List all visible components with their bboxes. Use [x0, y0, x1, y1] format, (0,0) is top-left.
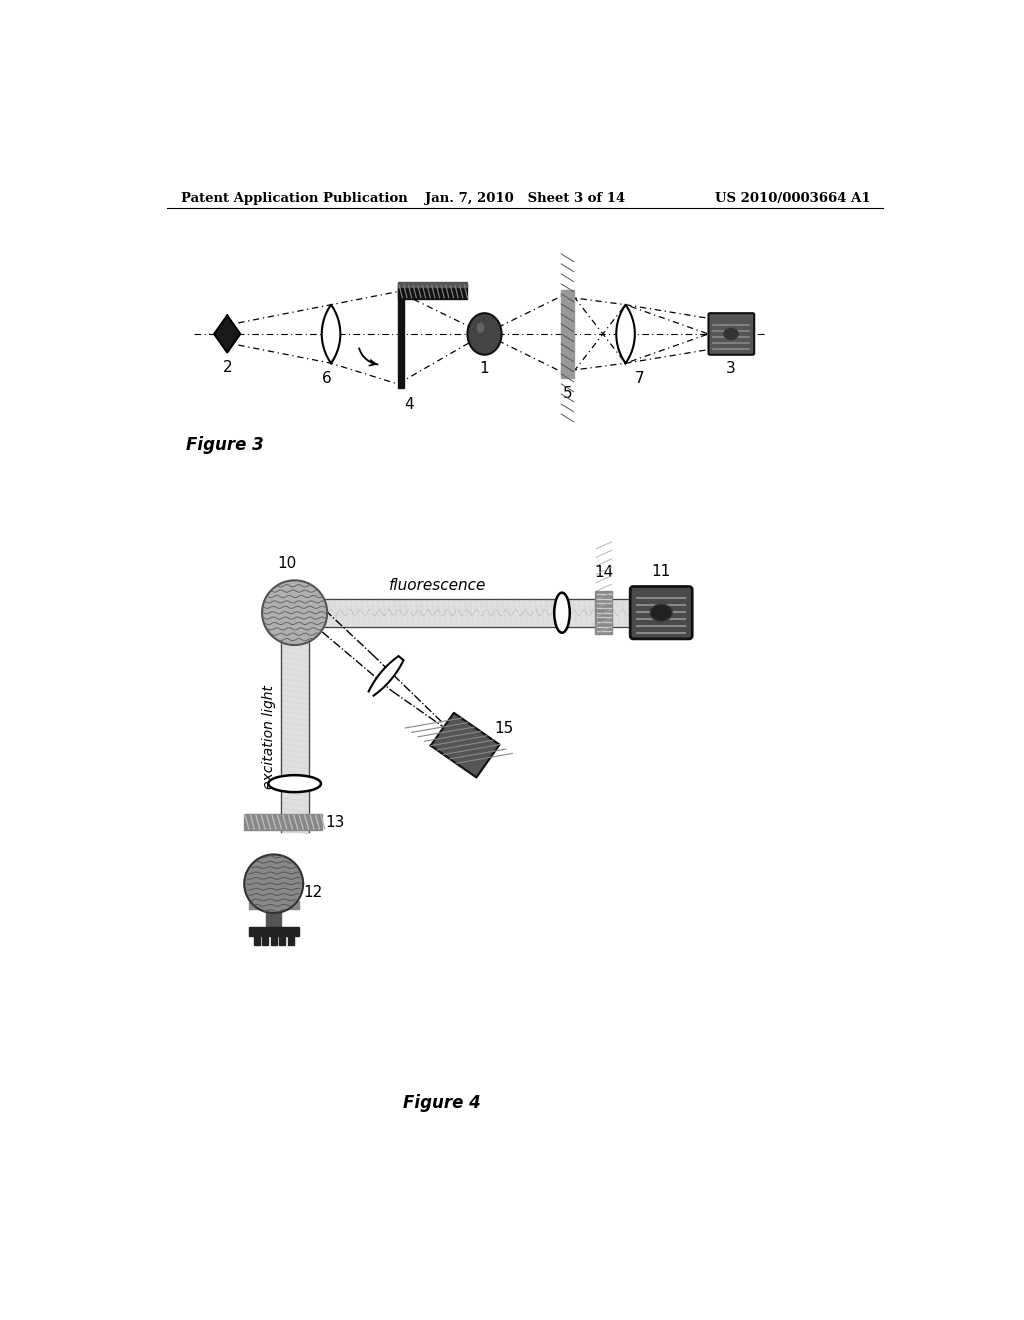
FancyBboxPatch shape	[709, 313, 755, 355]
Polygon shape	[266, 911, 282, 929]
Text: 15: 15	[495, 721, 514, 735]
Polygon shape	[249, 927, 299, 936]
Text: Patent Application Publication: Patent Application Publication	[180, 191, 408, 205]
Polygon shape	[270, 935, 276, 945]
Ellipse shape	[467, 313, 502, 355]
Text: excitation light: excitation light	[262, 685, 276, 788]
Polygon shape	[397, 282, 467, 286]
Text: fluorescence: fluorescence	[389, 578, 486, 593]
Polygon shape	[616, 305, 635, 363]
Polygon shape	[249, 902, 299, 908]
Text: 11: 11	[651, 564, 671, 579]
Polygon shape	[561, 290, 573, 378]
Polygon shape	[322, 305, 340, 363]
Text: 12: 12	[303, 886, 323, 900]
Polygon shape	[324, 599, 686, 627]
Polygon shape	[288, 935, 294, 945]
Ellipse shape	[477, 322, 484, 333]
Polygon shape	[245, 854, 303, 913]
Text: 2: 2	[222, 360, 232, 375]
Text: 10: 10	[278, 556, 297, 572]
Polygon shape	[595, 591, 612, 635]
Polygon shape	[280, 935, 286, 945]
Text: 7: 7	[635, 371, 644, 385]
Ellipse shape	[554, 593, 569, 632]
Text: Figure 4: Figure 4	[403, 1094, 481, 1111]
Polygon shape	[254, 935, 260, 945]
FancyBboxPatch shape	[630, 586, 692, 639]
Text: Jan. 7, 2010   Sheet 3 of 14: Jan. 7, 2010 Sheet 3 of 14	[425, 191, 625, 205]
Text: 6: 6	[323, 371, 332, 385]
Ellipse shape	[650, 605, 672, 622]
Polygon shape	[369, 656, 403, 696]
Text: 5: 5	[562, 385, 572, 400]
Polygon shape	[262, 935, 268, 945]
Polygon shape	[397, 288, 403, 388]
Polygon shape	[245, 814, 322, 830]
Polygon shape	[214, 315, 241, 334]
Polygon shape	[431, 713, 500, 777]
Polygon shape	[397, 284, 467, 300]
Text: Figure 3: Figure 3	[186, 436, 264, 454]
Text: 14: 14	[594, 565, 613, 581]
Polygon shape	[281, 642, 308, 832]
Ellipse shape	[723, 327, 738, 341]
Polygon shape	[214, 334, 241, 352]
Text: 1: 1	[479, 360, 489, 376]
Text: 4: 4	[404, 397, 415, 412]
Text: 3: 3	[726, 360, 736, 376]
Text: US 2010/0003664 A1: US 2010/0003664 A1	[715, 191, 870, 205]
Text: 13: 13	[326, 814, 345, 830]
Ellipse shape	[268, 775, 321, 792]
Polygon shape	[262, 581, 328, 645]
